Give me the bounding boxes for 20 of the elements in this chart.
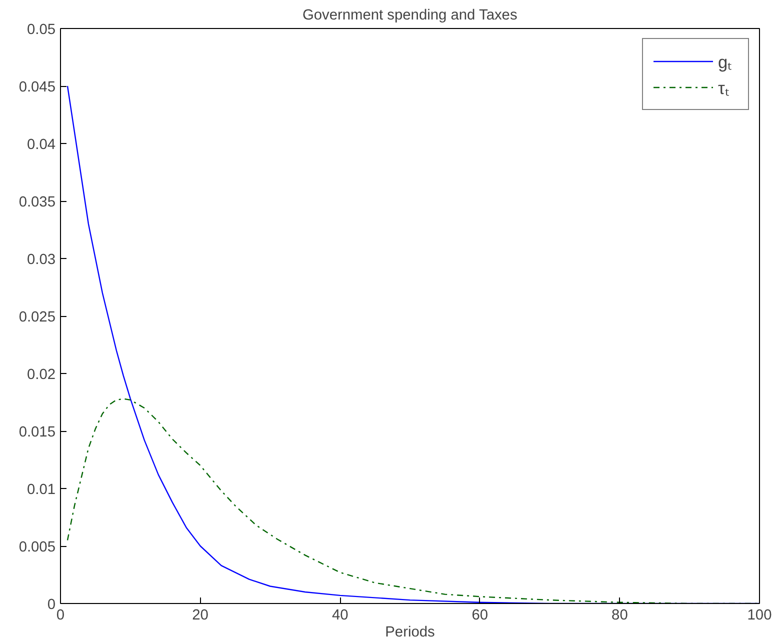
y-tick-label: 0.015 bbox=[18, 424, 56, 440]
chart-title: Government spending and Taxes bbox=[302, 8, 518, 24]
legend-label: τₜ bbox=[718, 77, 730, 99]
x-tick-label: 20 bbox=[192, 608, 208, 624]
x-tick-label: 80 bbox=[612, 608, 628, 624]
y-tick-label: 0.025 bbox=[18, 310, 56, 326]
y-tick-label: 0.03 bbox=[26, 252, 56, 268]
y-tick-label: 0 bbox=[47, 597, 56, 613]
y-tick-label: 0.01 bbox=[26, 482, 56, 498]
x-tick-label: 100 bbox=[747, 608, 772, 624]
x-tick-label: 60 bbox=[472, 608, 488, 624]
y-tick-label: 0.045 bbox=[18, 80, 56, 96]
x-tick-label: 40 bbox=[332, 608, 348, 624]
y-tick-label: 0.04 bbox=[26, 137, 56, 153]
y-tick-label: 0.05 bbox=[26, 22, 56, 38]
y-tick-label: 0.005 bbox=[18, 540, 56, 556]
y-tick-label: 0.035 bbox=[18, 194, 56, 210]
y-tick-label: 0.02 bbox=[26, 367, 56, 383]
x-axis-title: Periods bbox=[385, 624, 435, 640]
legend-label: gₜ bbox=[718, 51, 733, 73]
